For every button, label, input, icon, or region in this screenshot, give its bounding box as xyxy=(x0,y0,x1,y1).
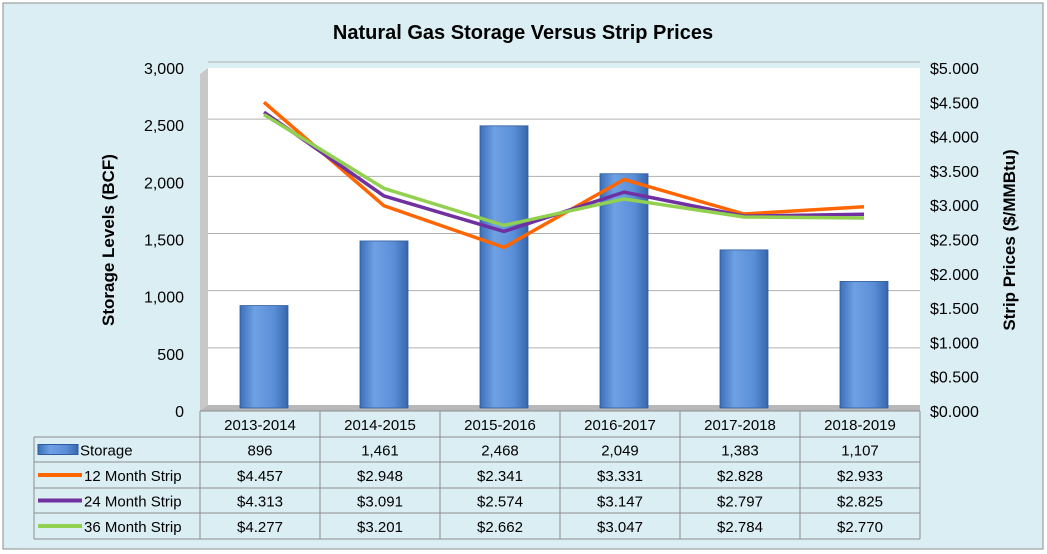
floor xyxy=(200,405,920,411)
data-label: $2.341 xyxy=(477,468,523,485)
data-label: 1,383 xyxy=(721,443,759,460)
x-tick-label: 2014-2015 xyxy=(344,417,416,434)
legend-label: 24 Month Strip xyxy=(84,494,182,511)
x-tick-label: 2018-2019 xyxy=(824,417,896,434)
line-36-month-strip xyxy=(263,113,865,228)
data-label: 2,468 xyxy=(481,443,519,460)
y2-tick-label: $4.000 xyxy=(930,130,979,147)
y-tick-label: 3,000 xyxy=(144,61,184,78)
x-tick-label: 2016-2017 xyxy=(584,417,656,434)
y2-tick-label: $3.000 xyxy=(930,198,979,215)
data-label: $4.277 xyxy=(237,519,283,536)
y2-tick-label: $4.500 xyxy=(930,95,979,112)
x-tick-label: 2017-2018 xyxy=(704,417,776,434)
data-label: 1,107 xyxy=(841,443,879,460)
data-label: $3.331 xyxy=(597,468,643,485)
data-label: $3.201 xyxy=(357,519,403,536)
data-label: $2.828 xyxy=(717,468,763,485)
data-label: $2.933 xyxy=(837,468,883,485)
y2-tick-label: $0.000 xyxy=(930,404,979,421)
legend-label: 12 Month Strip xyxy=(84,468,182,485)
bar-storage xyxy=(239,305,289,409)
chart-title: Natural Gas Storage Versus Strip Prices xyxy=(333,22,713,44)
y-tick-label: 500 xyxy=(157,347,184,364)
y2-tick-label: $1.500 xyxy=(930,301,979,318)
legend-key-storage xyxy=(37,444,79,455)
y2-tick-label: $0.500 xyxy=(930,370,979,387)
bar-storage xyxy=(839,281,889,409)
data-label: $3.091 xyxy=(357,494,403,511)
y2-axis-label: Strip Prices ($/MMBtu) xyxy=(1000,149,1019,330)
data-label: $3.047 xyxy=(597,519,643,536)
y2-tick-label: $2.000 xyxy=(930,267,979,284)
plot-area xyxy=(208,68,920,405)
y-tick-label: 0 xyxy=(175,404,184,421)
x-tick-label: 2015-2016 xyxy=(464,417,536,434)
bar-storage xyxy=(599,173,649,409)
x-tick-label: 2013-2014 xyxy=(224,417,296,434)
data-label: $2.770 xyxy=(837,519,883,536)
data-label: $3.147 xyxy=(597,494,643,511)
data-label: $4.313 xyxy=(237,494,283,511)
data-label: $2.797 xyxy=(717,494,763,511)
y-tick-label: 1,000 xyxy=(144,290,184,307)
y2-tick-label: $2.500 xyxy=(930,233,979,250)
y2-tick-label: $5.000 xyxy=(930,61,979,78)
data-label: $2.948 xyxy=(357,468,403,485)
legend-label: Storage xyxy=(80,443,133,460)
data-label: $2.662 xyxy=(477,519,523,536)
y-tick-label: 2,500 xyxy=(144,118,184,135)
data-label: 1,461 xyxy=(361,443,399,460)
data-label: 896 xyxy=(247,443,272,460)
bar-storage xyxy=(359,240,409,409)
data-label: $4.457 xyxy=(237,468,283,485)
bar-storage xyxy=(479,125,529,409)
data-label: $2.784 xyxy=(717,519,763,536)
data-label: $2.574 xyxy=(477,494,523,511)
side-wall xyxy=(200,68,208,411)
data-label: $2.825 xyxy=(837,494,883,511)
y2-tick-label: $3.500 xyxy=(930,164,979,181)
data-label: 2,049 xyxy=(601,443,639,460)
y-axis-label: Storage Levels (BCF) xyxy=(99,154,118,326)
y-tick-label: 2,000 xyxy=(144,175,184,192)
legend-label: 36 Month Strip xyxy=(84,519,182,536)
y2-tick-label: $1.000 xyxy=(930,335,979,352)
bar-storage xyxy=(719,249,769,409)
y-tick-label: 1,500 xyxy=(144,233,184,250)
